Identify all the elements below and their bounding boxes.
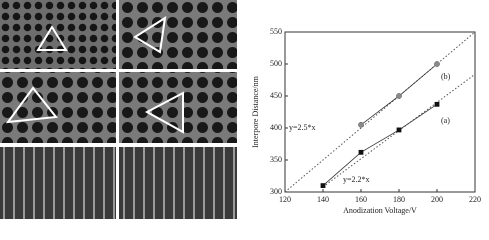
- sem-image: [0, 147, 116, 219]
- fit-label: y=2.5*x: [289, 123, 316, 132]
- x-tick-label: 180: [393, 195, 405, 204]
- y-tick-label: 350: [270, 155, 282, 164]
- sem-image: [0, 0, 116, 69]
- point: [320, 183, 326, 188]
- point: [396, 93, 402, 99]
- y-tick-label: 550: [270, 27, 282, 36]
- x-tick-label: 220: [469, 195, 481, 204]
- micrographs: [0, 0, 237, 219]
- triangle-marker: [144, 91, 184, 134]
- y-tick-label: 500: [270, 59, 282, 68]
- x-axis-label: Anodization Voltage/V: [343, 206, 417, 215]
- fit-line: [284, 31, 476, 193]
- y-axis-label: Interpore Distance/nm: [251, 75, 260, 148]
- x-tick-label: 200: [431, 195, 443, 204]
- x-tick-label: 140: [317, 195, 329, 204]
- fit-label: y=2.2*x: [343, 175, 370, 184]
- point: [434, 101, 440, 107]
- plot-frame: [284, 31, 476, 193]
- page: {"chart_data":{"type":"line","xlabel":"A…: [0, 0, 481, 219]
- triangle-marker: [5, 86, 58, 124]
- sem-image: [119, 147, 237, 219]
- x-tick-label: 120: [279, 195, 291, 204]
- sem-image: [0, 72, 116, 143]
- figure: Anodization Voltage/V Interpore Distance…: [0, 0, 481, 219]
- sem-image: [119, 0, 237, 69]
- series-line: [322, 103, 438, 186]
- series-label: (b): [441, 72, 451, 81]
- point: [358, 121, 364, 128]
- sem-image: [119, 72, 237, 143]
- y-tick-label: 400: [270, 123, 282, 132]
- y-tick-label: 300: [270, 187, 282, 196]
- point: [434, 61, 440, 67]
- series-label: (a): [441, 116, 450, 125]
- triangle-marker: [36, 25, 68, 51]
- y-tick-label: 450: [270, 91, 282, 100]
- triangle-marker: [133, 15, 167, 54]
- point: [396, 127, 402, 133]
- point: [358, 149, 364, 155]
- x-tick-label: 160: [355, 195, 367, 204]
